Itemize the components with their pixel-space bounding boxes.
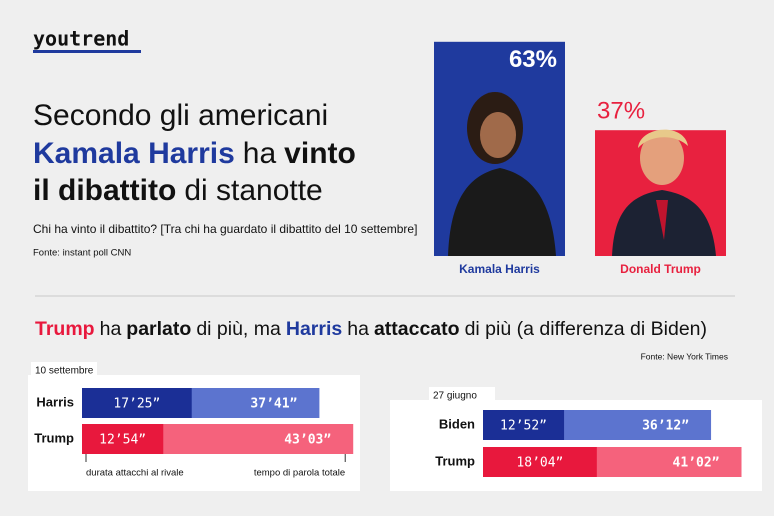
value-label: 12’54”	[99, 433, 146, 448]
heading-part: parlato	[126, 318, 191, 340]
category-label: Donald Trump	[620, 262, 701, 276]
title-part: il dibattito	[33, 174, 176, 207]
section-heading: Trump ha parlato di più, ma Harris ha attaccat…	[35, 318, 707, 340]
value-label: 43’03”	[284, 433, 331, 448]
value-label: 12’52”	[500, 419, 547, 434]
value-label: 41’02”	[673, 456, 720, 471]
attack-bar	[483, 410, 565, 440]
title-part: vinto	[284, 137, 356, 170]
heading-part: ha	[347, 318, 369, 340]
photos	[448, 92, 716, 256]
category-label: Trump	[34, 430, 74, 445]
heading-part: di più, ma	[196, 318, 281, 340]
category-label: Kamala Harris	[459, 262, 540, 276]
logo: youtrend	[33, 27, 129, 51]
title-line: il dibattito di stanotte	[33, 174, 323, 207]
heading-part: ha	[100, 318, 122, 340]
harris-face	[480, 112, 516, 158]
heading-part: attaccato	[374, 318, 460, 340]
heading-part: Harris	[286, 318, 343, 340]
attack-bar	[483, 447, 597, 477]
chart-subtitle: 10 settembre	[35, 366, 94, 377]
title-part: di stanotte	[184, 174, 322, 207]
title-part: ha	[243, 137, 277, 170]
chart-subtitle: 27 giugno	[433, 391, 477, 402]
title-line: Kamala Harris ha vinto	[33, 137, 356, 170]
heading-part: di più (a differenza di Biden)	[465, 318, 707, 340]
value-label: 36’12”	[642, 419, 689, 434]
title-line: Secondo gli americani	[33, 99, 328, 132]
heading-part: Trump	[35, 318, 95, 340]
category-label: Harris	[36, 394, 74, 409]
logo-underline	[33, 50, 141, 53]
category-label: Trump	[435, 453, 475, 468]
subtitle-tab	[31, 362, 97, 376]
category-label: Biden	[439, 416, 475, 431]
value-label: 17’25”	[113, 397, 160, 412]
trump-tie	[656, 200, 668, 240]
harris-body	[448, 168, 556, 256]
question: Chi ha vinto il dibattito? [Tra chi ha g…	[33, 222, 417, 236]
attack-bar	[82, 424, 164, 454]
section-source: Fonte: New York Times	[641, 351, 728, 361]
value-label: 37%	[597, 98, 645, 125]
value-label: 18’04”	[516, 456, 563, 471]
value-label: 63%	[509, 46, 557, 73]
legend-label: durata attacchi al rivale	[86, 468, 184, 479]
attack-bar	[82, 388, 192, 418]
subtitle-tab	[429, 387, 495, 401]
comparison-charts: 10 settembre Harris 37’41” 17’25” Trump 43’03…	[31, 362, 742, 479]
value-label: 37’41”	[250, 397, 297, 412]
trump-face	[640, 131, 684, 185]
source: Fonte: instant poll CNN	[33, 248, 131, 259]
title-part: Kamala Harris	[33, 137, 235, 170]
trump-hair	[638, 129, 688, 148]
legend-label: tempo di parola totale	[254, 468, 345, 479]
title-part: Secondo gli americani	[33, 99, 328, 132]
